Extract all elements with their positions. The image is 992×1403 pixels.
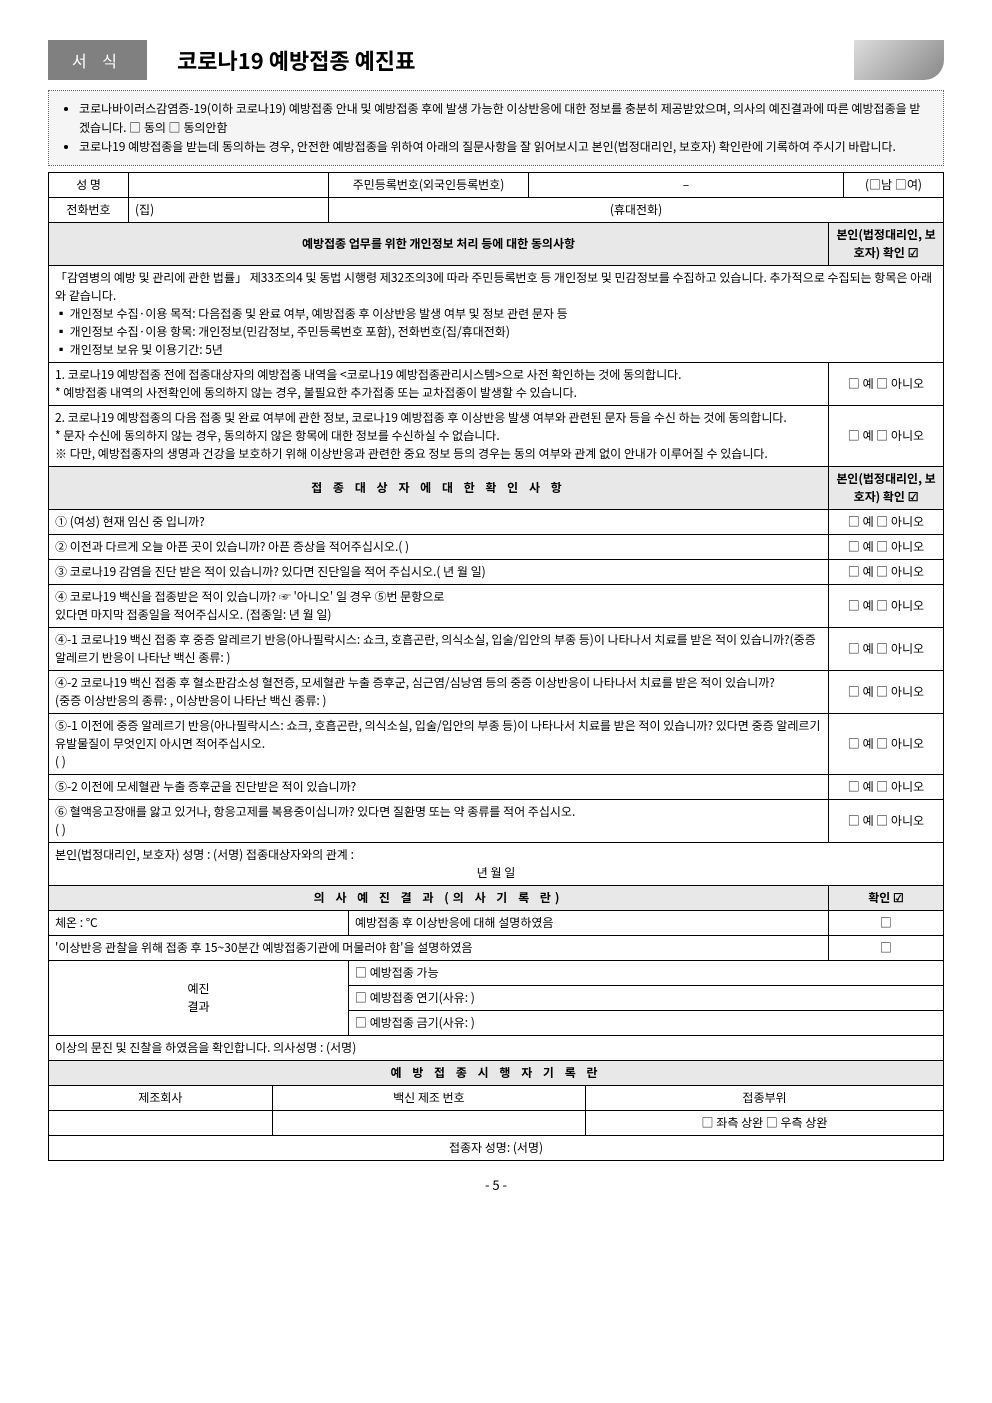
consent-b3: ▪ 개인정보 보유 및 이용기간: 5년 (55, 341, 937, 359)
subject-q4-1: ④-1 코로나19 백신 접종 후 중증 알레르기 반응(아나필락시스: 쇼크,… (49, 627, 829, 670)
signer-row[interactable]: 본인(법정대리인, 보호자) 성명 : (서명) 접종대상자와의 관계 : 년 … (49, 842, 944, 885)
admin-table: 예 방 접 종 시 행 자 기 록 란 제조회사 백신 제조 번호 접종부위 □… (48, 1060, 944, 1161)
consent-q2-text: 2. 코로나19 예방접종의 다음 접종 및 완료 여부에 관한 정보, 코로나… (55, 409, 822, 427)
explain2: '이상반응 관찰을 위해 접종 후 15~30분간 예방접종기관에 머물러야 함… (49, 935, 829, 960)
pen-nib-decoration (854, 40, 944, 80)
consent-table: 예방접종 업무를 위한 개인정보 처리 등에 대한 동의사항 본인(법정대리인,… (48, 222, 944, 467)
subject-q5-1-check[interactable]: □ 예 □ 아니오 (829, 713, 944, 774)
vaccinator-row[interactable]: 접종자 성명: (서명) (49, 1135, 944, 1160)
subject-q4: ④ 코로나19 백신을 접종받은 적이 있습니까? ☞ '아니오' 일 경우 ⑤… (49, 584, 829, 627)
signer-text: 본인(법정대리인, 보호자) 성명 : (서명) 접종대상자와의 관계 : (55, 846, 937, 864)
doctor-confirm-row[interactable]: 이상의 문진 및 진찰을 하였음을 확인합니다. 의사성명 : (서명) (49, 1035, 944, 1060)
home-phone-field[interactable]: (집) (129, 197, 329, 222)
doctor-table: 의 사 예 진 결 과 (의 사 기 록 란) 확인 ☑ 체온 : ℃ 예방접종… (48, 885, 944, 1061)
phone-label: 전화번호 (49, 197, 129, 222)
explain2-check[interactable]: □ (829, 935, 944, 960)
subject-header: 접 종 대 상 자 에 대 한 확 인 사 항 (49, 466, 829, 509)
result-opt3[interactable]: □ 예방접종 금기(사유: ) (349, 1010, 944, 1035)
mfr-field[interactable] (49, 1110, 273, 1135)
consent-body: 「감염병의 예방 및 관리에 관한 법률」 제33조의4 및 동법 시행령 제3… (49, 265, 944, 362)
explain1-check[interactable]: □ (829, 910, 944, 935)
doctor-confirm-header: 확인 ☑ (829, 885, 944, 910)
rrn-label: 주민등록번호(외국인등록번호) (329, 172, 529, 197)
admin-header: 예 방 접 종 시 행 자 기 록 란 (49, 1060, 944, 1085)
mobile-phone-field[interactable]: (휴대전화) (329, 197, 944, 222)
form-tab: 서 식 (48, 40, 147, 80)
subject-q5-1: ⑤-1 이전에 중증 알레르기 반응(아나필락시스: 쇼크, 호흡곤란, 의식소… (49, 713, 829, 774)
subject-q1-check[interactable]: □ 예 □ 아니오 (829, 509, 944, 534)
intro-bullet-1: 코로나바이러스감염증-19(이하 코로나19) 예방접종 안내 및 예방접종 후… (79, 99, 931, 137)
subject-q4-2-check[interactable]: □ 예 □ 아니오 (829, 670, 944, 713)
subject-q5-2-check[interactable]: □ 예 □ 아니오 (829, 774, 944, 799)
consent-q2-note2: ※ 다만, 예방접종자의 생명과 건강을 보호하기 위해 이상반응과 관련한 중… (55, 445, 822, 463)
consent-q2: 2. 코로나19 예방접종의 다음 접종 및 완료 여부에 관한 정보, 코로나… (49, 405, 829, 466)
subject-q2-check[interactable]: □ 예 □ 아니오 (829, 534, 944, 559)
consent-p1: 「감염병의 예방 및 관리에 관한 법률」 제33조의4 및 동법 시행령 제3… (55, 269, 937, 305)
doctor-header: 의 사 예 진 결 과 (의 사 기 록 란) (49, 885, 829, 910)
subject-q3: ③ 코로나19 감염을 진단 받은 적이 있습니까? 있다면 진단일을 적어 주… (49, 559, 829, 584)
consent-b1: ▪ 개인정보 수집·이용 목적: 다음접종 및 완료 여부, 예방접종 후 이상… (55, 305, 937, 323)
signer-date: 년 월 일 (55, 864, 937, 882)
subject-q4-1-check[interactable]: □ 예 □ 아니오 (829, 627, 944, 670)
consent-q2-check[interactable]: □ 예 □ 아니오 (829, 405, 944, 466)
explain1: 예방접종 후 이상반응에 대해 설명하였음 (349, 910, 829, 935)
subject-table: 접 종 대 상 자 에 대 한 확 인 사 항 본인(법정대리인, 보호자) 확… (48, 466, 944, 886)
lot-label: 백신 제조 번호 (272, 1085, 585, 1110)
arm-checkboxes[interactable]: □ 좌측 상완 □ 우측 상완 (586, 1110, 944, 1135)
identity-table: 성 명 주민등록번호(외국인등록번호) – (□남 □여) 전화번호 (집) (… (48, 172, 944, 223)
subject-q6-check[interactable]: □ 예 □ 아니오 (829, 799, 944, 842)
subject-q1: ① (여성) 현재 임신 중 입니까? (49, 509, 829, 534)
result-opt2[interactable]: □ 예방접종 연기(사유: ) (349, 985, 944, 1010)
confirm-header: 본인(법정대리인, 보호자) 확인 ☑ (829, 222, 944, 265)
intro-box: 코로나바이러스감염증-19(이하 코로나19) 예방접종 안내 및 예방접종 후… (48, 90, 944, 166)
temp-field[interactable]: 체온 : ℃ (49, 910, 349, 935)
site-label: 접종부위 (586, 1085, 944, 1110)
consent-q1: 1. 코로나19 예방접종 전에 접종대상자의 예방접종 내역을 <코로나19 … (49, 362, 829, 405)
result-label: 예진 결과 (49, 960, 349, 1035)
subject-q6: ⑥ 혈액응고장애를 앓고 있거나, 항응고제를 복용중이십니까? 있다면 질환명… (49, 799, 829, 842)
page-number: - 5 - (48, 1175, 944, 1194)
subject-q2: ② 이전과 다르게 오늘 아픈 곳이 있습니까? 아픈 증상을 적어주십시오.(… (49, 534, 829, 559)
gender-checkboxes[interactable]: (□남 □여) (844, 172, 944, 197)
rrn-field[interactable]: – (529, 172, 844, 197)
subject-q3-check[interactable]: □ 예 □ 아니오 (829, 559, 944, 584)
consent-q1-note: * 예방접종 내역의 사전확인에 동의하지 않는 경우, 불필요한 추가접종 또… (55, 384, 822, 402)
intro-bullet-2: 코로나19 예방접종을 받는데 동의하는 경우, 안전한 예방접종을 위하여 아… (79, 137, 931, 156)
mfr-label: 제조회사 (49, 1085, 273, 1110)
lot-field[interactable] (272, 1110, 585, 1135)
subject-confirm-header: 본인(법정대리인, 보호자) 확인 ☑ (829, 466, 944, 509)
name-field[interactable] (129, 172, 329, 197)
consent-q2-note1: * 문자 수신에 동의하지 않는 경우, 동의하지 않은 항목에 대한 정보를 … (55, 427, 822, 445)
subject-q5-2: ⑤-2 이전에 모세혈관 누출 증후군을 진단받은 적이 있습니까? (49, 774, 829, 799)
subject-q4-2: ④-2 코로나19 백신 접종 후 혈소판감소성 혈전증, 모세혈관 누출 증후… (49, 670, 829, 713)
consent-b2: ▪ 개인정보 수집·이용 항목: 개인정보(민감정보, 주민등록번호 포함), … (55, 323, 937, 341)
name-label: 성 명 (49, 172, 129, 197)
consent-header: 예방접종 업무를 위한 개인정보 처리 등에 대한 동의사항 (49, 222, 829, 265)
subject-q4-check[interactable]: □ 예 □ 아니오 (829, 584, 944, 627)
page-title: 코로나19 예방접종 예진표 (177, 44, 415, 76)
result-opt1[interactable]: □ 예방접종 가능 (349, 960, 944, 985)
consent-q1-check[interactable]: □ 예 □ 아니오 (829, 362, 944, 405)
consent-q1-text: 1. 코로나19 예방접종 전에 접종대상자의 예방접종 내역을 <코로나19 … (55, 366, 822, 384)
